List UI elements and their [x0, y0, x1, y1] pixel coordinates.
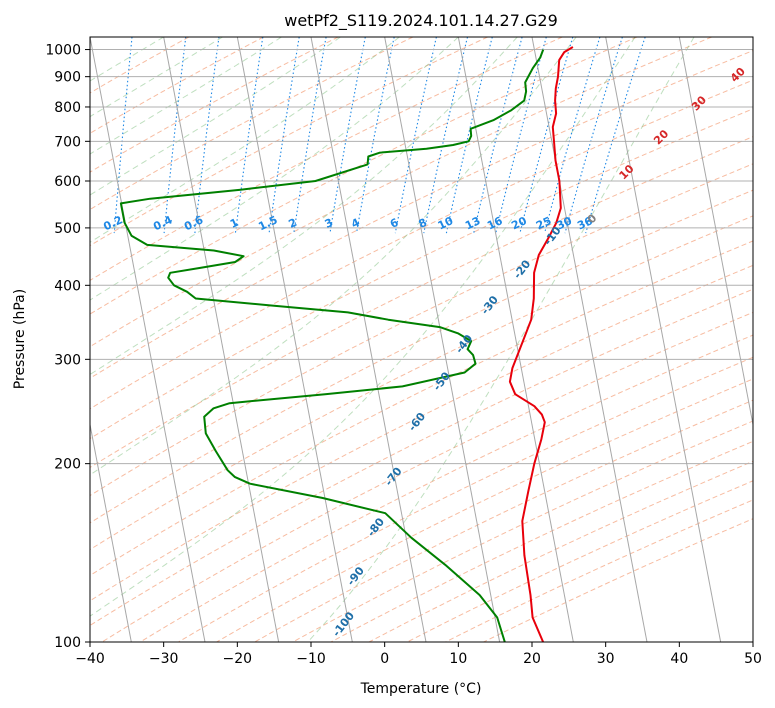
mixing-ratio-line: [268, 37, 300, 234]
y-tick-label: 500: [54, 221, 81, 237]
x-tick-label: 0: [380, 651, 389, 667]
dry-adiabat-line: [90, 50, 753, 379]
y-tick-label: 800: [54, 100, 81, 116]
dewpoint-profile-line: [119, 49, 545, 642]
dry-adiabat-line: [90, 108, 753, 440]
mixing-ratio-line: [423, 37, 469, 234]
mixing-ratio-line: [495, 37, 547, 234]
moist-adiabat-line: [90, 37, 164, 82]
isotherm-gridline: [678, 37, 753, 428]
isotherm-gridline: [531, 37, 648, 642]
mixing-ratio-line: [163, 37, 187, 234]
mixing-ratio-line: [519, 37, 574, 234]
dry-adiabat-line: [101, 311, 753, 642]
mixing-ratio-label: 36: [575, 214, 595, 232]
y-axis: 100 200 300 400 500 600 700 800 900 1000: [45, 43, 90, 651]
moist-adiabat-line: [90, 37, 223, 118]
dry-adiabat-line: [90, 264, 753, 602]
dry-adiabat-line: [90, 288, 753, 627]
isotherm-gridline: [310, 37, 427, 642]
dry-adiabat-line: [178, 356, 753, 642]
mixing-ratio-line: [329, 37, 366, 234]
x-tick-label: −30: [149, 651, 179, 667]
isotherm-gridline: [457, 37, 574, 642]
mixing-ratio-line: [473, 37, 523, 234]
isotherm-gridline: [236, 37, 353, 642]
y-tick-label: 900: [54, 70, 81, 86]
dry-adiabat-line: [90, 79, 753, 410]
moist-adiabat-line: [90, 37, 459, 301]
x-tick-label: −40: [75, 651, 105, 667]
grid: [0, 37, 753, 642]
moist-adiabat-line: [90, 37, 341, 196]
isotherm-gridline: [384, 37, 501, 642]
dry-adiabat-line: [368, 460, 753, 642]
mixing-ratio-label: 30: [555, 214, 575, 232]
y-tick-label: 200: [54, 457, 81, 473]
y-tick-label: 400: [54, 278, 81, 294]
moist-adiabat-line: [90, 37, 577, 476]
y-tick-label: 100: [54, 635, 81, 651]
temperature-profile-line: [508, 46, 574, 642]
dry-adiabat-line: [139, 334, 753, 642]
mixing-ratio-line: [445, 37, 493, 234]
dry-adiabat-line: [483, 518, 753, 642]
mixing-ratio-label: 25: [534, 214, 553, 232]
mixing-ratio-line: [113, 37, 133, 234]
isotherm-gridline: [163, 37, 280, 642]
background-lines: [90, 37, 753, 642]
dry-adiabat-line: [90, 37, 563, 281]
mixing-ratio-line: [394, 37, 437, 234]
y-tick-label: 1000: [45, 43, 81, 59]
dry-adiabat-line: [90, 215, 753, 551]
x-axis: −40 −30 −20 −10 0 10 20 30 40 50: [75, 642, 762, 667]
isotherm-gridline: [90, 37, 206, 642]
dry-adiabat-line: [90, 37, 638, 315]
x-tick-label: −10: [296, 651, 326, 667]
dry-adiabat-line: [90, 37, 712, 348]
x-tick-label: 30: [597, 651, 615, 667]
mixing-ratio-label: 10: [436, 214, 456, 232]
x-tick-label: −20: [223, 651, 253, 667]
x-axis-title: Temperature (°C): [360, 681, 482, 697]
dry-adiabat-line: [330, 440, 753, 642]
mixing-ratio-label: 13: [463, 214, 482, 232]
y-tick-label: 700: [54, 134, 81, 150]
x-tick-label: 50: [744, 651, 762, 667]
mixing-ratio-line: [234, 37, 264, 234]
chart-title: wetPf2_S119.2024.101.14.27.G29: [284, 11, 558, 31]
isotherm-gridline: [90, 421, 132, 642]
x-tick-label: 10: [449, 651, 467, 667]
x-tick-label: 20: [523, 651, 541, 667]
mixing-ratio-label: 20: [509, 214, 529, 232]
moist-adiabat-line: [90, 37, 518, 376]
y-axis-title: Pressure (hPa): [12, 289, 28, 389]
y-tick-label: 600: [54, 174, 81, 190]
dry-adiabat-line: [292, 420, 753, 642]
mixing-ratio-label: 16: [485, 214, 505, 232]
dry-adiabat-line: [90, 37, 488, 247]
mixing-ratio-line: [355, 37, 395, 234]
dry-adiabat-line: [216, 378, 753, 642]
isotherm-gridline: [605, 37, 722, 642]
mixing-ratio-line: [293, 37, 327, 234]
moist-adiabat-line: [90, 37, 400, 243]
mixing-ratio-line: [194, 37, 220, 234]
x-tick-label: 40: [670, 651, 688, 667]
isotherm-gridline: [752, 37, 753, 40]
series-group: [119, 46, 574, 642]
plot-frame: [89, 36, 754, 643]
y-tick-label: 300: [54, 352, 81, 368]
plot-area: [90, 37, 753, 642]
moist-adiabat-line: [90, 37, 636, 617]
isotherm-gridline: [0, 37, 58, 642]
